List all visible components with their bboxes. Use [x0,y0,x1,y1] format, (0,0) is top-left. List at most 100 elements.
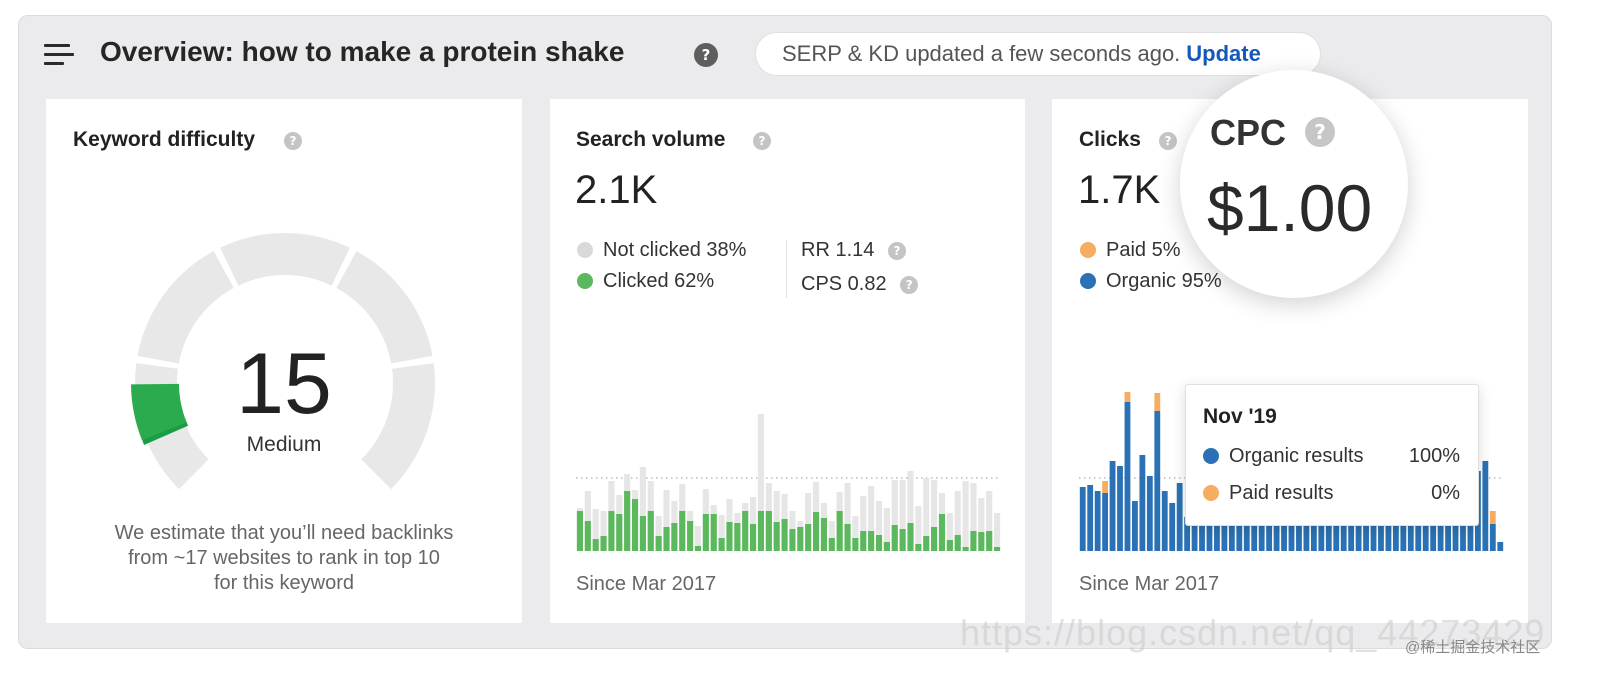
search-volume-help-icon[interactable]: ? [753,132,771,150]
organic-bar[interactable] [1266,513,1273,551]
organic-bar[interactable] [1236,507,1243,551]
clicked-bar[interactable] [592,539,599,551]
organic-bar[interactable] [1460,501,1466,551]
clicked-bar[interactable] [624,491,631,551]
organic-bar[interactable] [1132,501,1138,551]
clicked-bar[interactable] [852,538,859,551]
paid-bar[interactable] [1489,511,1496,524]
clicked-bar[interactable] [805,524,812,551]
clicked-bar[interactable] [687,521,694,551]
clicked-bar[interactable] [820,518,827,551]
not-clicked-bar[interactable] [868,486,875,551]
organic-bar[interactable] [1102,493,1109,551]
keyword-difficulty-help-icon[interactable]: ? [284,132,302,150]
organic-bar[interactable] [1489,524,1496,551]
organic-bar[interactable] [1273,511,1280,551]
clicked-bar[interactable] [915,544,922,551]
clicked-bar[interactable] [757,511,765,551]
clicked-bar[interactable] [938,514,946,551]
not-clicked-bar[interactable] [773,491,780,551]
clicked-bar[interactable] [797,527,804,551]
clicked-bar[interactable] [868,531,875,551]
paid-bar[interactable] [1154,393,1161,411]
not-clicked-bar[interactable] [805,493,812,551]
clicked-bar[interactable] [993,547,1001,551]
not-clicked-bar[interactable] [883,508,890,551]
not-clicked-bar[interactable] [993,513,1001,551]
clicked-bar[interactable] [789,529,796,551]
organic-bar[interactable] [1109,461,1116,551]
cpc-help-icon[interactable]: ? [1305,117,1335,147]
clicked-bar[interactable] [726,522,733,551]
clicked-bar[interactable] [883,542,890,551]
clicked-bar[interactable] [899,529,906,551]
clicked-bar[interactable] [710,514,717,551]
not-clicked-bar[interactable] [986,491,993,551]
update-link[interactable]: Update [1186,41,1261,66]
rr-help-icon[interactable]: ? [887,242,906,260]
not-clicked-bar[interactable] [946,513,953,551]
organic-bar[interactable] [1176,483,1183,551]
clicked-bar[interactable] [923,536,930,551]
title-help-icon[interactable]: ? [694,43,718,67]
clicked-bar[interactable] [702,514,709,551]
organic-bar[interactable] [1139,455,1146,551]
clicked-bar[interactable] [773,522,780,551]
not-clicked-bar[interactable] [923,478,930,551]
clicked-bar[interactable] [639,516,646,551]
organic-bar[interactable] [1281,511,1287,551]
organic-bar[interactable] [1296,511,1302,551]
not-clicked-bar[interactable] [931,480,938,551]
clicked-bar[interactable] [663,527,670,551]
organic-bar[interactable] [1258,513,1265,551]
organic-bar[interactable] [1124,402,1131,551]
organic-bar[interactable] [1117,466,1123,551]
clicks-help-icon[interactable]: ? [1159,132,1177,150]
clicked-bar[interactable] [812,512,820,551]
organic-bar[interactable] [1497,542,1504,551]
clicked-bar[interactable] [584,521,591,551]
not-clicked-bar[interactable] [844,483,851,551]
clicked-bar[interactable] [631,499,639,551]
not-clicked-bar[interactable] [600,511,607,551]
not-clicked-bar[interactable] [757,414,765,551]
not-clicked-bar[interactable] [962,481,969,551]
clicked-bar[interactable] [781,519,788,551]
clicked-bar[interactable] [750,524,757,551]
clicked-bar[interactable] [742,511,749,551]
organic-bar[interactable] [1094,491,1101,551]
not-clicked-bar[interactable] [970,483,977,551]
clicked-bar[interactable] [978,532,985,551]
not-clicked-bar[interactable] [852,516,859,551]
paid-bar[interactable] [1124,392,1131,402]
organic-bar[interactable] [1228,523,1235,551]
clicked-bar[interactable] [647,511,654,551]
organic-bar[interactable] [1482,461,1489,551]
clicked-bar[interactable] [718,538,725,551]
clicked-bar[interactable] [970,531,977,551]
organic-bar[interactable] [1154,411,1161,551]
not-clicked-bar[interactable] [907,471,914,551]
cps-help-icon[interactable]: ? [900,276,919,294]
organic-bar[interactable] [1079,487,1086,551]
not-clicked-bar[interactable] [718,515,725,551]
not-clicked-bar[interactable] [978,498,985,551]
organic-bar[interactable] [1310,511,1317,551]
clicked-bar[interactable] [616,514,623,551]
organic-bar[interactable] [1161,491,1168,551]
clicked-bar[interactable] [608,511,615,551]
organic-bar[interactable] [1303,511,1310,551]
organic-bar[interactable] [1184,517,1191,551]
paid-bar[interactable] [1102,481,1109,493]
not-clicked-bar[interactable] [891,480,898,551]
not-clicked-bar[interactable] [899,480,906,551]
not-clicked-bar[interactable] [694,526,702,551]
not-clicked-bar[interactable] [954,491,961,551]
clicked-bar[interactable] [671,523,678,551]
clicked-bar[interactable] [576,511,584,551]
clicked-bar[interactable] [694,546,702,551]
clicked-bar[interactable] [734,523,741,551]
not-clicked-bar[interactable] [915,506,922,551]
clicked-bar[interactable] [962,547,969,551]
not-clicked-bar[interactable] [828,521,835,551]
